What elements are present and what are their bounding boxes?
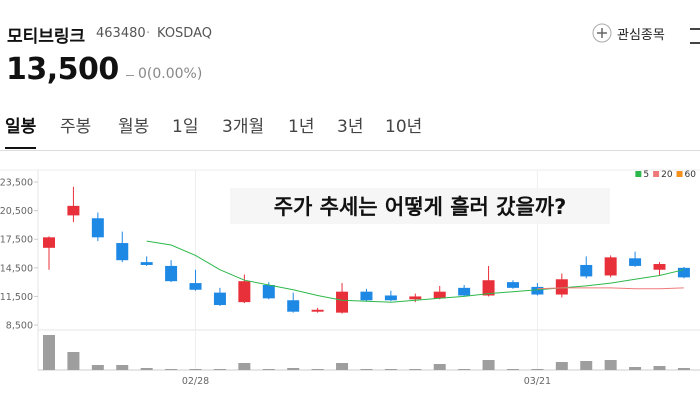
period-tab[interactable]: 10년 [385, 117, 423, 137]
volume-bar [482, 360, 495, 370]
candle-body [482, 280, 495, 296]
price-change: 0(0.00%) [138, 66, 203, 82]
volume-bar [91, 365, 104, 370]
candle-body [629, 258, 642, 266]
volume-bar [384, 369, 397, 370]
y-tick-label: 20,500 [0, 206, 33, 217]
period-tab[interactable]: 월봉 [118, 117, 150, 137]
candle-body [67, 205, 80, 216]
volume-bar [433, 364, 446, 370]
volume-bar [653, 366, 666, 370]
period-tab[interactable]: 3년 [337, 117, 364, 137]
y-tick-label: 14,500 [0, 263, 33, 274]
candle-body [409, 296, 422, 300]
plus-icon [592, 23, 612, 43]
candle-body [43, 237, 55, 248]
period-tab[interactable]: 3개월 [222, 117, 265, 137]
period-tab[interactable]: 1년 [288, 117, 315, 137]
volume-bar [336, 363, 349, 370]
period-tab[interactable]: 일봉 [5, 112, 37, 149]
watch-label: 관심종목 [617, 27, 665, 43]
candle-body [555, 279, 568, 295]
legend-label: 5 [643, 170, 649, 180]
annotation-bg [230, 188, 610, 224]
candle-body [458, 287, 471, 296]
volume-bar [213, 369, 226, 370]
candle-body [262, 284, 275, 299]
candle-body [580, 264, 593, 277]
volume-bar [238, 363, 251, 370]
stock-code: 463480 [96, 26, 146, 41]
volume-bar [262, 369, 275, 370]
candle-body [140, 262, 153, 265]
period-tab[interactable]: 주봉 [60, 117, 92, 137]
no-change-icon [126, 75, 134, 76]
moving-average-line [537, 287, 684, 290]
annotation: 주가 추세는 어떻게 흘러 갔을까? [274, 195, 567, 219]
candle-body [91, 218, 104, 238]
menu-icon[interactable] [690, 28, 700, 44]
y-tick-label: 8,500 [6, 321, 33, 332]
y-tick-label: 11,500 [0, 292, 33, 303]
candle-body [238, 281, 251, 303]
stock-name: 모티브링크 [7, 27, 86, 47]
volume-bar [43, 335, 55, 370]
x-tick-label: 03/21 [524, 376, 551, 387]
candle-body [433, 291, 446, 299]
volume-bar [555, 362, 568, 370]
volume-bar [189, 369, 202, 370]
candle-body [287, 300, 300, 312]
volume-bar [165, 369, 178, 370]
y-tick-label: 23,500 [0, 178, 33, 189]
volume-bar [677, 368, 690, 370]
candle-body [360, 291, 373, 301]
volume-bar [67, 352, 80, 370]
volume-bar [506, 369, 519, 370]
candle-body [506, 282, 519, 288]
legend-label: 20 [661, 170, 673, 180]
volume-bar [116, 365, 129, 370]
candle-body [165, 265, 178, 282]
period-tabs: 일봉 주봉 월봉 1일 3개월 1년 3년 10년 [0, 112, 700, 151]
candle-body [311, 309, 324, 312]
candle-body [604, 257, 617, 276]
volume-bar [311, 369, 324, 370]
candle-body [653, 264, 666, 270]
volume-bar [458, 369, 471, 370]
x-tick-label: 02/28 [182, 376, 209, 387]
volume-bar [140, 368, 153, 370]
watch-button[interactable]: 관심종목 [592, 23, 665, 43]
moving-average-line [146, 240, 685, 303]
volume-bar [604, 360, 617, 370]
legend-swatch [653, 171, 660, 177]
legend-swatch [635, 171, 642, 177]
candle-body [531, 286, 544, 295]
legend-label: 60 [685, 170, 697, 180]
candle-body [213, 292, 226, 306]
legend-swatch [676, 171, 683, 177]
candle-body [189, 283, 202, 290]
candle-body [384, 295, 397, 301]
volume-bar [360, 369, 373, 370]
price: 13,500 [6, 52, 119, 87]
market-name: KOSDAQ [157, 26, 212, 41]
volume-bar [409, 369, 422, 370]
candle-body [677, 267, 690, 278]
y-tick-label: 17,500 [0, 235, 33, 246]
volume-bar [531, 369, 544, 370]
candle-body [116, 243, 129, 261]
volume-bar [629, 367, 642, 370]
candle-body [336, 291, 349, 313]
period-tab[interactable]: 1일 [172, 117, 199, 137]
volume-bar [287, 368, 300, 370]
volume-bar [580, 361, 593, 370]
separator-dot: · [146, 26, 151, 41]
